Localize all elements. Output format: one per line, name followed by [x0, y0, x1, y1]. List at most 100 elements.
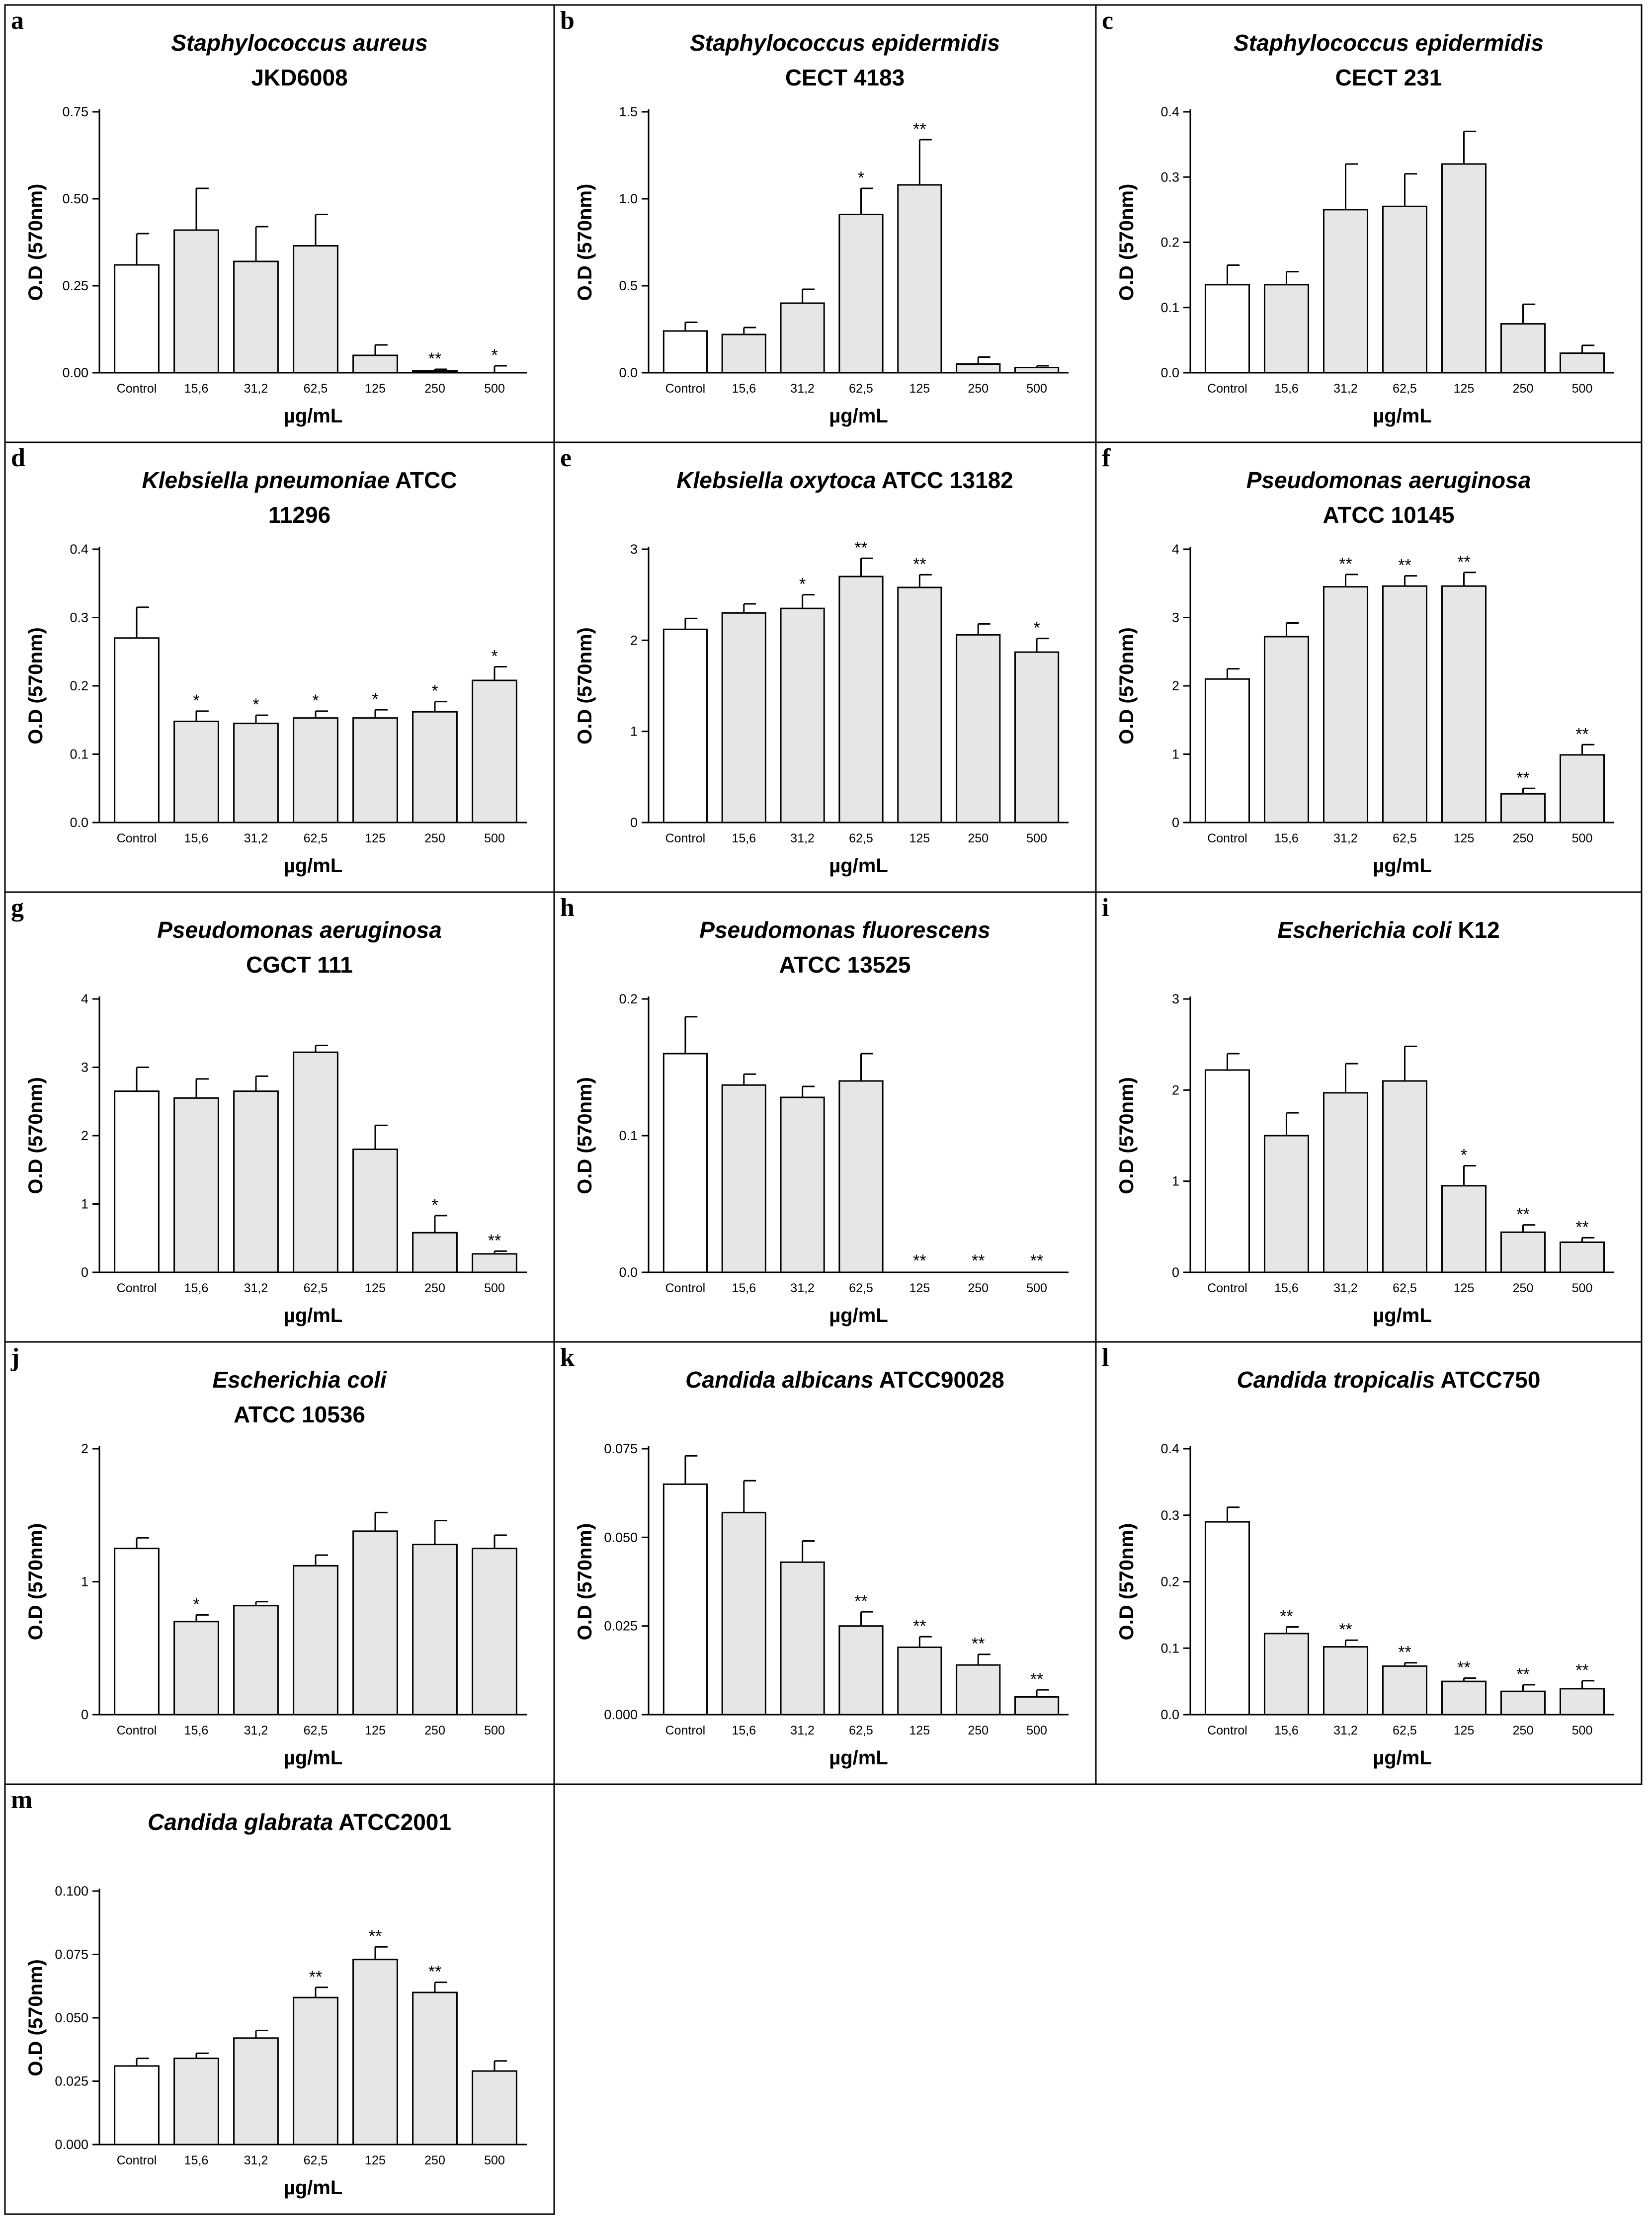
y-tick-label: 1.5 [619, 104, 638, 119]
y-axis-label: O.D (570nm) [574, 627, 596, 745]
bar [780, 302, 825, 374]
panel-title-run: Pseudomonas aeruginosa [157, 917, 442, 943]
bar [838, 1625, 884, 1716]
y-tick-label: 0.00 [62, 365, 88, 380]
category-label: 250 [1513, 1281, 1534, 1295]
panel-a: a Staphylococcus aureus JKD6008 0.00 0.25 0.5… [4, 4, 555, 443]
category-label: 500 [484, 382, 505, 396]
y-tick-label: 0 [1172, 815, 1179, 830]
panel-title: Pseudomonas aeruginosa [1246, 467, 1531, 493]
category-label: 500 [484, 1724, 505, 1738]
bar [173, 2058, 219, 2146]
y-axis-label: O.D (570nm) [574, 1077, 596, 1194]
significance-marker: * [312, 691, 319, 710]
y-tick-label: 0 [81, 1707, 88, 1722]
panel-label: m [11, 1786, 32, 1814]
significance-marker: ** [854, 538, 867, 557]
panel-title: ATCC 13525 [779, 952, 910, 978]
panel-title-run: ATCC2001 [333, 1809, 451, 1835]
panel-title-run: CECT 231 [1335, 65, 1442, 90]
panel-title: ATCC 10145 [1322, 502, 1454, 528]
category-label: 31,2 [790, 831, 815, 845]
bar [1014, 651, 1060, 824]
significance-marker: ** [1030, 1251, 1043, 1270]
bar [1322, 586, 1369, 824]
bar [472, 679, 517, 824]
category-label: 62,5 [304, 1724, 328, 1738]
y-tick-label: 0.0 [619, 1265, 638, 1280]
y-tick-label: 0.4 [1160, 104, 1179, 119]
x-axis-label: µg/mL [829, 855, 888, 877]
category-label: 31,2 [244, 2153, 268, 2167]
bar [412, 1991, 458, 2146]
category-label: 500 [1572, 382, 1593, 396]
category-label: 15,6 [1274, 1281, 1299, 1295]
y-tick-label: 1.0 [619, 191, 638, 206]
significance-marker: ** [488, 1231, 501, 1250]
y-tick-label: 2 [81, 1441, 88, 1456]
panel-label: a [11, 6, 24, 35]
y-tick-label: 0.3 [1160, 169, 1179, 184]
category-label: Control [1207, 382, 1247, 396]
panel-title-run: Escherichia coli [1277, 917, 1452, 943]
category-label: 500 [1572, 1281, 1593, 1295]
bar [1441, 1680, 1487, 1716]
panel-title-run: ATCC 13525 [779, 952, 910, 978]
significance-marker: * [1461, 1146, 1467, 1165]
y-tick-label: 0.000 [55, 2137, 88, 2152]
bar [838, 576, 884, 824]
panel-i: i Escherichia coli K12 0 1 2 3 O.D (570nm) Cont… [1095, 891, 1643, 1343]
category-label: Control [117, 831, 157, 845]
panel-title-run: Klebsiella oxytoca [676, 467, 876, 493]
category-label: 125 [365, 1281, 386, 1295]
bar [233, 260, 279, 374]
y-tick-label: 1 [1172, 1174, 1179, 1189]
y-tick-label: 0.1 [619, 1128, 638, 1143]
bar [1204, 1521, 1250, 1716]
significance-marker: ** [854, 1592, 867, 1611]
category-label: 250 [968, 1724, 989, 1738]
panel-title-run: ATCC750 [1435, 1367, 1540, 1393]
y-tick-label: 0.3 [70, 610, 88, 625]
panel-l: l Candida tropicalis ATCC750 0.0 0.1 0.2 0.3 0… [1095, 1341, 1643, 1785]
category-label: 250 [424, 831, 445, 845]
panel-label: b [560, 6, 575, 35]
bar [1204, 678, 1250, 824]
category-label: 250 [424, 1281, 445, 1295]
y-tick-label: 0.050 [604, 1530, 638, 1545]
category-label: 125 [909, 382, 930, 396]
significance-marker: ** [1516, 1205, 1529, 1224]
category-label: 31,2 [1333, 382, 1358, 396]
bar [838, 1080, 884, 1273]
bar [1204, 1069, 1250, 1273]
bar [1559, 1241, 1605, 1273]
panel-title: Candida albicans ATCC90028 [685, 1367, 1004, 1393]
panel-title: Pseudomonas fluorescens [699, 917, 990, 943]
x-axis-label: µg/mL [284, 405, 343, 427]
bar [293, 245, 338, 374]
category-label: 125 [365, 831, 386, 845]
panel-label: l [1102, 1343, 1109, 1372]
category-label: 62,5 [1393, 831, 1417, 845]
bar [721, 1511, 766, 1716]
category-label: 125 [909, 831, 930, 845]
panel-title: Escherichia coli [212, 1367, 387, 1393]
y-tick-label: 0.2 [1160, 1574, 1179, 1589]
y-tick-label: 0.075 [55, 1947, 88, 1962]
bar [233, 2037, 279, 2146]
panel-title-run: ATCC90028 [874, 1367, 1004, 1393]
panel-title-run: K12 [1452, 917, 1500, 943]
bar [1263, 284, 1310, 374]
y-tick-label: 3 [81, 1060, 88, 1075]
panel-title-run: Klebsiella pneumoniae [142, 467, 390, 493]
category-label: 125 [909, 1724, 930, 1738]
bar [233, 723, 279, 824]
category-label: 31,2 [244, 1724, 268, 1738]
category-label: 125 [365, 382, 386, 396]
category-label: 15,6 [184, 1724, 209, 1738]
x-axis-label: µg/mL [284, 2177, 343, 2199]
bar [780, 1561, 825, 1716]
category-label: Control [117, 382, 157, 396]
significance-marker: ** [913, 555, 926, 574]
y-tick-label: 0.2 [70, 678, 88, 693]
